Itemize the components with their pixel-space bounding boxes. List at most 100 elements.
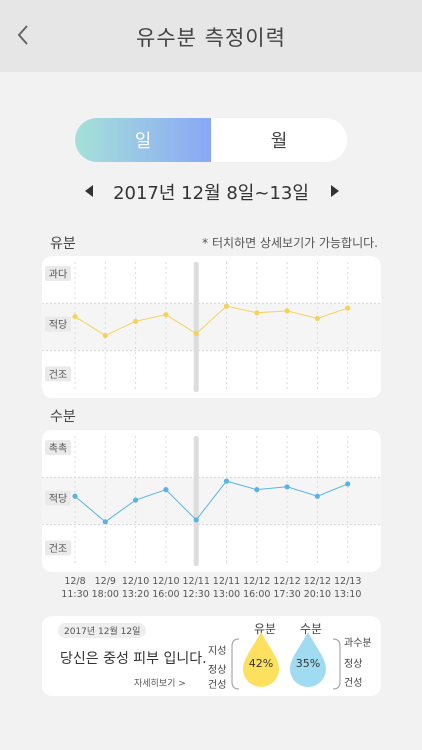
time-axis-label: 12/12 20:10	[297, 575, 337, 601]
moisture-point	[133, 497, 139, 503]
moisture-point	[345, 481, 351, 487]
time-axis-time: 12:30	[182, 589, 210, 600]
tab-day[interactable]: 일	[75, 118, 211, 162]
oil-point	[163, 312, 169, 318]
time-axis-date: 12/12	[273, 576, 301, 587]
oil-point	[72, 313, 78, 320]
moisture-drop-icon	[290, 632, 326, 687]
time-axis-time: 17:30	[273, 589, 301, 600]
moisture-value: 35%	[295, 657, 321, 670]
moisture-band-label-bg	[45, 439, 71, 455]
oil-band-label: 과다	[45, 265, 71, 281]
tab-month[interactable]: 월	[270, 131, 288, 152]
moisture-band-label-text: 적당	[49, 493, 67, 505]
period-toggle: 일 월	[75, 118, 347, 162]
oil-level-2: 정상	[208, 665, 227, 676]
moisture-bracket-icon	[332, 638, 341, 690]
oil-point	[223, 303, 230, 309]
moisture-section-label: 수분	[50, 409, 76, 425]
time-axis-date: 12/13	[333, 576, 362, 587]
time-axis-label: 12/10 13:20	[116, 575, 156, 601]
oil-value: 42%	[248, 657, 274, 670]
summary-card: 2017년 12월 12일 당신은 중성 피부 입니다. 자세히보기 > 지성 …	[42, 616, 381, 696]
time-axis-label: 12/11 12:30	[176, 575, 216, 601]
time-axis-time: 16:00	[152, 589, 180, 600]
oil-band-label-bg	[45, 316, 71, 332]
moisture-point	[223, 478, 230, 484]
moisture-band-label: 촉촉	[45, 439, 71, 455]
oil-band-label-text: 건조	[49, 369, 67, 381]
oil-band-label-bg	[45, 366, 71, 382]
back-button[interactable]	[8, 20, 38, 50]
oil-point	[102, 332, 108, 339]
time-axis-label: 12/12 17:30	[267, 575, 307, 601]
time-axis-label: 12/12 16:00	[237, 575, 277, 601]
date-range: 2017년 12월 8일~13일	[113, 183, 309, 204]
next-arrow-icon[interactable]	[328, 184, 342, 198]
moisture-band-label: 적당	[45, 490, 71, 506]
oil-point	[254, 310, 260, 316]
moisture-point	[193, 517, 199, 523]
time-axis-date: 12/12	[303, 576, 332, 587]
oil-band-label-text: 과다	[49, 268, 67, 280]
moisture-band-label-bg	[45, 490, 71, 506]
chevron-left-icon	[17, 25, 28, 45]
oil-point	[345, 305, 351, 311]
moisture-selected-column	[193, 436, 199, 566]
time-axis-time: 13:00	[212, 589, 241, 600]
oil-line	[74, 305, 348, 337]
oil-band-label: 적당	[45, 316, 71, 332]
oil-band-label: 건조	[45, 366, 71, 382]
oil-selected-column	[193, 262, 199, 392]
time-axis-time: 16:00	[243, 589, 271, 600]
moisture-line	[74, 480, 348, 523]
time-axis-time: 11:30	[61, 589, 89, 600]
time-axis-label: 12/10 16:00	[146, 575, 186, 601]
time-axis-time: 20:10	[303, 589, 332, 600]
oil-point	[284, 308, 290, 314]
oil-point	[193, 331, 199, 337]
page-title: 유수분 측정이력	[136, 26, 286, 50]
moisture-band-label-bg	[45, 540, 71, 556]
date-navigator: 2017년 12월 8일~13일	[0, 176, 422, 206]
moisture-level-2: 정상	[344, 659, 363, 670]
moisture-band-label-text: 건조	[49, 543, 67, 555]
skin-type-text: 당신은 중성 피부 입니다.	[60, 651, 207, 667]
oil-point	[133, 318, 139, 324]
moisture-point	[254, 487, 260, 493]
moisture-band-label: 건조	[45, 540, 71, 556]
time-axis-label: 12/13 13:10	[328, 575, 368, 601]
oil-level-3: 건성	[208, 680, 227, 691]
oil-normal-band	[42, 303, 381, 351]
moisture-level-1: 과수분	[344, 638, 372, 649]
moisture-point	[314, 493, 320, 499]
moisture-point	[72, 493, 78, 499]
oil-drop-icon	[243, 632, 279, 687]
moisture-level-3: 건성	[344, 678, 363, 689]
time-axis-label: 12/11 13:00	[207, 575, 247, 601]
moisture-band-label-text: 촉촉	[49, 442, 67, 454]
time-axis-time: 18:00	[91, 589, 119, 600]
touch-hint: * 터치하면 상세보기가 가능합니다.	[202, 236, 378, 250]
time-axis-time: 13:10	[333, 589, 362, 600]
oil-band-label-bg	[45, 265, 71, 281]
time-axis-label: 12/9 18:00	[85, 575, 125, 601]
summary-date: 2017년 12월 12일	[58, 623, 147, 638]
time-axis-date: 12/10	[121, 576, 150, 587]
prev-arrow-icon[interactable]	[82, 184, 96, 198]
detail-link[interactable]: 자세히보기 >	[134, 679, 186, 689]
time-axis-date: 12/8	[64, 576, 86, 587]
time-axis-date: 12/9	[94, 576, 116, 587]
time-axis-time: 13:20	[121, 589, 150, 600]
oil-section-label: 유분	[50, 236, 76, 252]
moisture-point	[102, 519, 108, 525]
time-axis-date: 12/11	[182, 576, 210, 587]
oil-level-1: 지성	[208, 646, 227, 657]
oil-drop-label: 유분	[254, 622, 277, 636]
time-axis-date: 12/12	[243, 576, 271, 587]
moisture-point	[163, 487, 169, 493]
oil-bracket-icon	[231, 638, 240, 690]
